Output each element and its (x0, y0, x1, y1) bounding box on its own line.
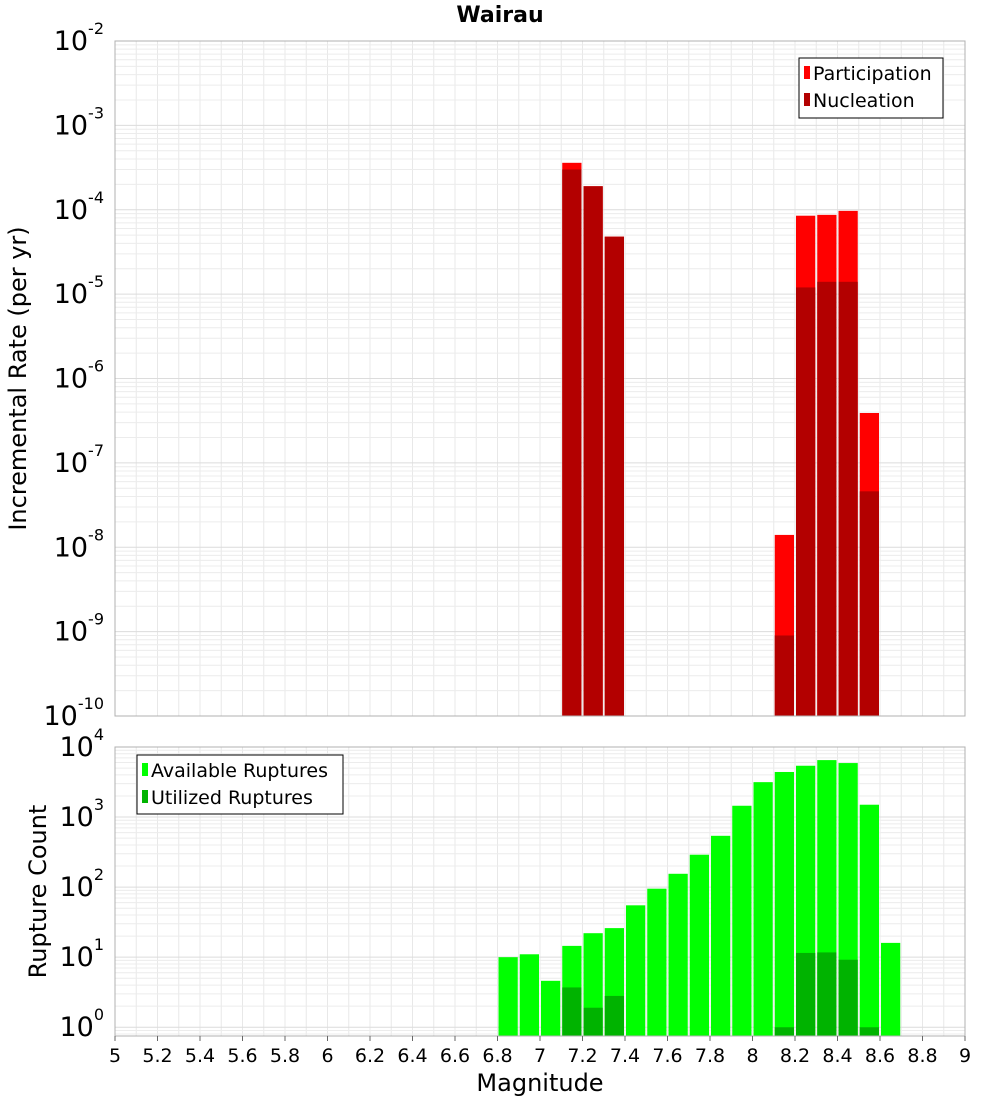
x-tick-label: 8.8 (907, 1045, 937, 1067)
available-ruptures-bar (774, 771, 794, 1036)
count-legend: Available Ruptures Utilized Ruptures (136, 754, 344, 815)
legend-label: Nucleation (813, 90, 915, 112)
count-bars (498, 760, 901, 1036)
nucleation-bar (796, 287, 816, 716)
y-tick-label: 102 (59, 865, 104, 903)
available-ruptures-bar (626, 905, 646, 1036)
y-tick-label: 10-7 (54, 441, 104, 479)
count-axis-title: Rupture Count (24, 805, 52, 979)
legend-swatch (804, 66, 810, 79)
available-ruptures-bar (541, 980, 561, 1036)
x-tick-label: 8.6 (865, 1045, 895, 1067)
utilized-ruptures-bar (796, 952, 816, 1036)
nucleation-bar (604, 236, 624, 716)
rate-legend: Participation Nucleation (798, 57, 944, 119)
x-tick-label: 6 (321, 1045, 333, 1067)
y-tick-label: 10-5 (54, 272, 104, 310)
utilized-ruptures-bar (562, 987, 582, 1036)
y-tick-label: 100 (59, 1005, 104, 1043)
utilized-ruptures-bar (774, 1027, 794, 1036)
count-y-tick-labels: 104 103 102 101 100 (59, 725, 104, 1043)
available-ruptures-bar (668, 873, 688, 1036)
legend-swatch (142, 790, 148, 803)
y-tick-label: 10-4 (54, 188, 104, 226)
x-tick-label: 6.2 (355, 1045, 385, 1067)
rate-gridlines (114, 41, 966, 717)
y-tick-label: 101 (59, 935, 104, 973)
y-tick-label: 10-6 (54, 357, 104, 395)
y-tick-label: 103 (59, 795, 104, 833)
available-ruptures-bar (689, 854, 709, 1036)
chart-title: Wairau (456, 3, 543, 28)
available-ruptures-bar (711, 835, 731, 1036)
x-tick-label: 7.6 (652, 1045, 682, 1067)
legend-swatch (142, 763, 148, 776)
x-tick-label: 6.8 (482, 1045, 512, 1067)
legend-box (136, 754, 344, 815)
incremental-rate-panel: 10-2 10-3 10-4 10-5 10-6 10-7 10-8 10-9 10-10 In… (4, 19, 966, 732)
x-tick-label: 5.8 (270, 1045, 300, 1067)
rupture-count-panel: 104 103 102 101 100 5 5.2 5.4 5.6 5.8 6 6.2 6.4 6.6 6… (24, 725, 971, 1097)
legend-swatch (804, 93, 810, 106)
rate-plot-border (114, 40, 966, 717)
y-tick-label: 10-2 (54, 19, 104, 57)
available-ruptures-bar (732, 805, 752, 1036)
x-tick-label: 5.4 (185, 1045, 215, 1067)
x-tick-label: 7 (534, 1045, 546, 1067)
legend-label: Utilized Ruptures (151, 787, 313, 809)
x-tick-label: 7.8 (695, 1045, 725, 1067)
utilized-ruptures-bar (859, 1027, 879, 1036)
utilized-ruptures-bar (604, 995, 624, 1036)
x-tick-label: 5.6 (227, 1045, 257, 1067)
utilized-ruptures-bar (817, 952, 837, 1036)
x-tick-label: 6.6 (440, 1045, 470, 1067)
nucleation-bar (817, 281, 837, 716)
y-tick-label: 10-8 (54, 525, 104, 563)
available-ruptures-bar (519, 954, 539, 1036)
available-ruptures-bar (859, 804, 879, 1036)
available-ruptures-bar (647, 888, 667, 1036)
x-tick-label: 9 (959, 1045, 971, 1067)
nucleation-bar (838, 281, 858, 716)
rate-y-tick-labels: 10-2 10-3 10-4 10-5 10-6 10-7 10-8 10-9 10-10 (44, 19, 105, 732)
x-tick-label: 8.2 (780, 1045, 810, 1067)
nucleation-bar (859, 491, 879, 716)
magnitude-axis-title: Magnitude (476, 1069, 603, 1097)
x-tick-label: 7.4 (610, 1045, 640, 1067)
x-tick-label: 5.2 (142, 1045, 172, 1067)
legend-box (798, 57, 944, 119)
available-ruptures-bar (498, 957, 518, 1036)
legend-label: Available Ruptures (151, 760, 328, 782)
rate-bars (562, 162, 879, 717)
y-tick-label: 10-10 (44, 694, 105, 732)
available-ruptures-bar (753, 782, 773, 1036)
legend-label: Participation (813, 63, 932, 85)
magnitude-x-tick-labels: 5 5.2 5.4 5.6 5.8 6 6.2 6.4 6.6 6.8 7 7.2 7.4 7.6 7.8 8… (109, 1036, 971, 1067)
nucleation-bar (774, 635, 794, 716)
utilized-ruptures-bar (838, 959, 858, 1036)
x-tick-label: 7.2 (567, 1045, 597, 1067)
y-tick-label: 10-9 (54, 610, 104, 648)
nucleation-bar (583, 186, 603, 716)
x-tick-label: 5 (109, 1045, 121, 1067)
nucleation-bar (562, 169, 582, 716)
x-tick-label: 8.4 (822, 1045, 852, 1067)
x-tick-label: 8 (746, 1045, 758, 1067)
y-tick-label: 104 (59, 725, 104, 763)
available-ruptures-bar (881, 942, 901, 1036)
utilized-ruptures-bar (583, 1007, 603, 1036)
rate-axis-title: Incremental Rate (per yr) (4, 226, 32, 530)
y-tick-label: 10-3 (54, 103, 104, 141)
x-tick-label: 6.4 (397, 1045, 427, 1067)
